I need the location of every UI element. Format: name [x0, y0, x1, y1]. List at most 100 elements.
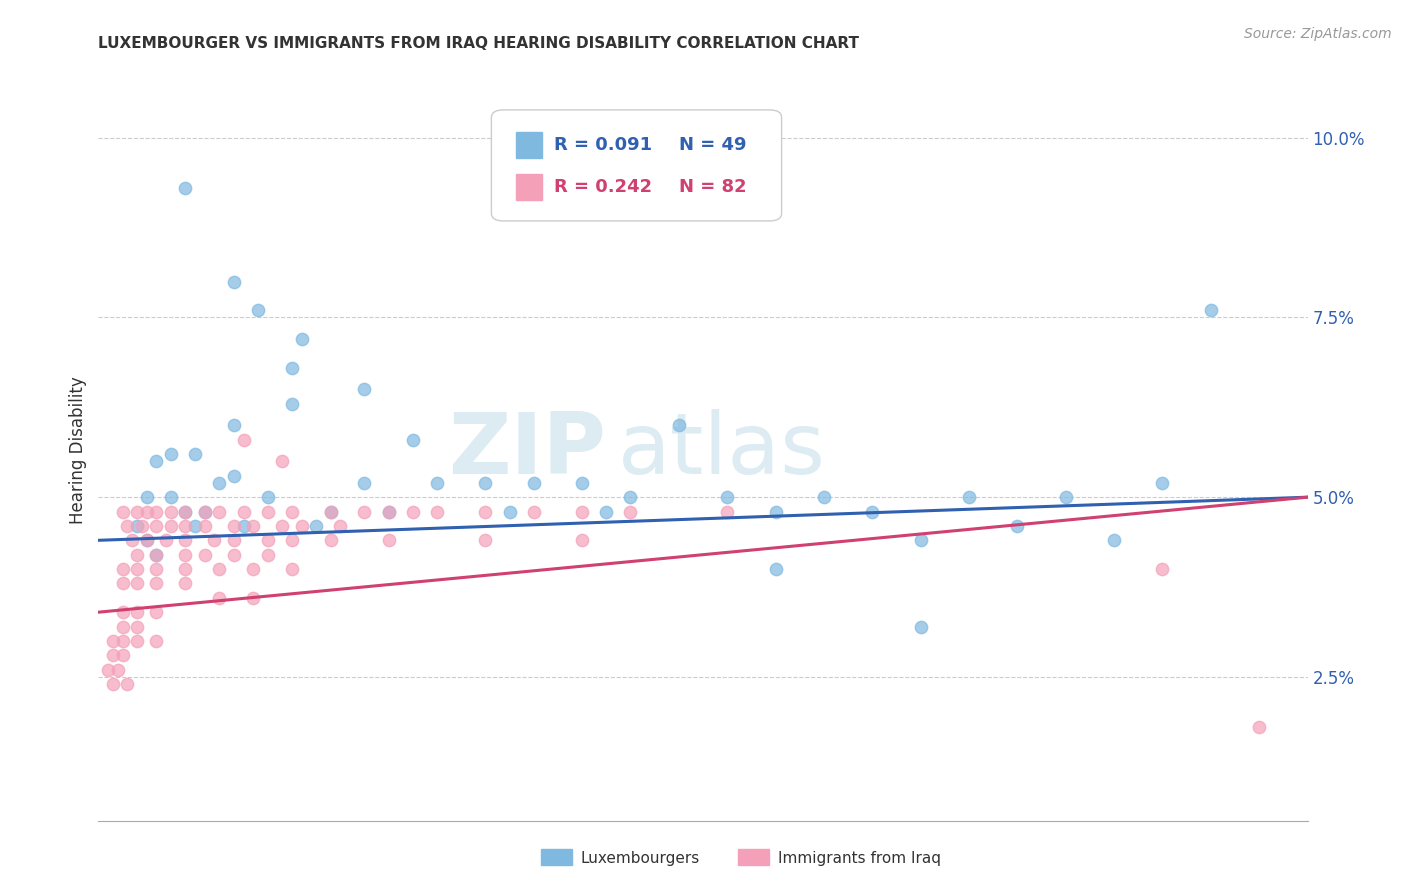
Point	[145, 548, 167, 562]
Point	[160, 447, 183, 461]
Point	[145, 548, 167, 562]
Point	[1054, 490, 1077, 504]
Point	[194, 519, 217, 533]
Point	[131, 519, 153, 533]
Point	[353, 383, 375, 397]
Point	[127, 619, 149, 633]
Point	[619, 490, 641, 504]
Point	[474, 504, 496, 518]
Point	[117, 519, 139, 533]
Point	[101, 648, 124, 663]
Point	[1199, 303, 1222, 318]
Point	[242, 591, 264, 605]
Point	[174, 562, 197, 576]
Point	[222, 533, 245, 548]
Point	[111, 634, 134, 648]
Point	[174, 576, 197, 591]
Point	[256, 548, 278, 562]
Point	[256, 533, 278, 548]
Point	[319, 504, 342, 518]
Point	[716, 504, 738, 518]
Point	[107, 663, 129, 677]
Point	[111, 562, 134, 576]
Text: R = 0.091: R = 0.091	[554, 136, 652, 153]
Point	[247, 303, 270, 318]
Point	[204, 533, 226, 548]
Point	[281, 562, 304, 576]
Point	[1249, 720, 1271, 734]
Point	[174, 504, 197, 518]
Point	[402, 433, 425, 447]
Point	[101, 634, 124, 648]
Bar	[738, 849, 769, 865]
Point	[127, 634, 149, 648]
Point	[194, 504, 217, 518]
Point	[426, 475, 449, 490]
Point	[232, 433, 254, 447]
Point	[426, 504, 449, 518]
Point	[281, 533, 304, 548]
Point	[127, 576, 149, 591]
Point	[174, 181, 197, 195]
Y-axis label: Hearing Disability: Hearing Disability	[69, 376, 87, 524]
Point	[1007, 519, 1029, 533]
Point	[145, 454, 167, 468]
Point	[765, 562, 787, 576]
Point	[222, 519, 245, 533]
Text: R = 0.242: R = 0.242	[554, 178, 652, 196]
Point	[127, 562, 149, 576]
Point	[135, 490, 157, 504]
Point	[319, 504, 342, 518]
Point	[145, 576, 167, 591]
Point	[160, 490, 183, 504]
Point	[222, 275, 245, 289]
Point	[957, 490, 980, 504]
Point	[281, 504, 304, 518]
FancyBboxPatch shape	[492, 110, 782, 221]
Point	[145, 519, 167, 533]
Text: LUXEMBOURGER VS IMMIGRANTS FROM IRAQ HEARING DISABILITY CORRELATION CHART: LUXEMBOURGER VS IMMIGRANTS FROM IRAQ HEA…	[98, 36, 859, 51]
Point	[619, 504, 641, 518]
Point	[232, 504, 254, 518]
Text: Luxembourgers: Luxembourgers	[581, 851, 700, 865]
Point	[377, 504, 399, 518]
Point	[329, 519, 352, 533]
Point	[145, 605, 167, 619]
Point	[194, 548, 217, 562]
Point	[135, 504, 157, 518]
Point	[232, 519, 254, 533]
Point	[523, 504, 546, 518]
Point	[290, 332, 312, 346]
Point	[910, 619, 932, 633]
Point	[1152, 475, 1174, 490]
Point	[595, 504, 617, 518]
Point	[319, 533, 342, 548]
Point	[127, 548, 149, 562]
Point	[208, 591, 231, 605]
Point	[860, 504, 883, 518]
Point	[160, 504, 183, 518]
Point	[305, 519, 328, 533]
Text: atlas: atlas	[619, 409, 827, 492]
Point	[668, 418, 690, 433]
Text: Immigrants from Iraq: Immigrants from Iraq	[778, 851, 941, 865]
Point	[222, 468, 245, 483]
Point	[256, 504, 278, 518]
Point	[910, 533, 932, 548]
Point	[353, 504, 375, 518]
Point	[813, 490, 835, 504]
Point	[474, 533, 496, 548]
Point	[135, 533, 157, 548]
Bar	[541, 849, 572, 865]
Point	[256, 490, 278, 504]
Point	[523, 475, 546, 490]
Text: N = 82: N = 82	[679, 178, 747, 196]
Point	[111, 576, 134, 591]
Point	[474, 475, 496, 490]
Point	[271, 519, 294, 533]
Point	[135, 533, 157, 548]
Point	[377, 504, 399, 518]
Point	[174, 519, 197, 533]
Point	[111, 504, 134, 518]
Point	[281, 397, 304, 411]
